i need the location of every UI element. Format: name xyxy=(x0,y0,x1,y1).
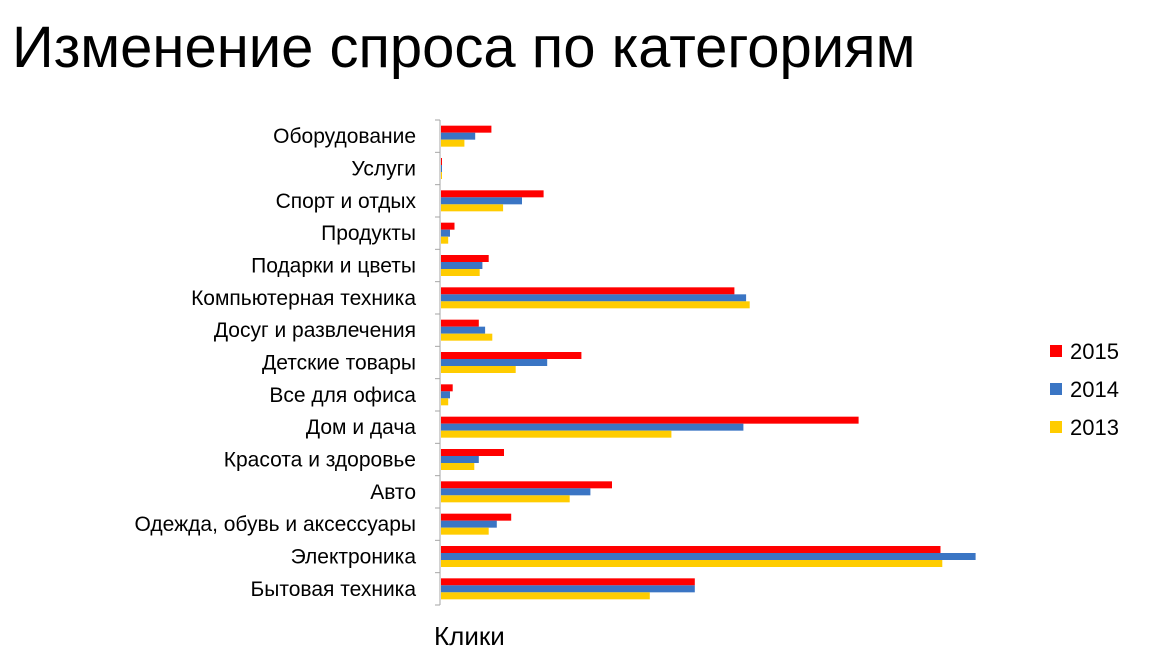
category-label: Одежда, обувь и аксессуары xyxy=(135,513,416,536)
bar-2014 xyxy=(441,553,976,560)
category-labels: Оборудование Услуги Спорт и отдых Продукты П… xyxy=(135,125,417,601)
bar-2014 xyxy=(441,132,476,140)
bar-2015 xyxy=(441,158,442,165)
category-label: Все для офиса xyxy=(269,384,416,407)
bar-2014 xyxy=(441,585,695,593)
bar-2014 xyxy=(441,359,548,366)
category-label: Красота и здоровье xyxy=(224,449,416,472)
category-label: Подарки и цветы xyxy=(251,255,416,278)
x-axis-label: Клики xyxy=(434,621,505,651)
bar-2015 xyxy=(441,287,735,295)
bar-2015 xyxy=(441,319,479,327)
bar-2013 xyxy=(441,495,570,503)
bar-2014 xyxy=(441,488,591,496)
bar-2015 xyxy=(441,384,453,392)
bar-2014 xyxy=(441,326,486,334)
category-label: Услуги xyxy=(351,158,416,181)
bar-2015 xyxy=(441,546,941,553)
bar-2014 xyxy=(441,229,450,237)
category-label: Авто xyxy=(370,481,416,504)
bar-2014 xyxy=(441,520,497,528)
bar-2014 xyxy=(441,423,744,431)
category-label: Оборудование xyxy=(273,125,416,148)
bar-2015 xyxy=(441,416,859,424)
bar-2014 xyxy=(441,294,747,302)
legend-label-2014: 2014 xyxy=(1070,377,1119,402)
bar-2015 xyxy=(441,352,582,359)
bars-group xyxy=(441,125,976,600)
bar-2015 xyxy=(441,513,512,521)
legend-swatch-2014 xyxy=(1050,383,1062,395)
bar-2015 xyxy=(441,190,544,198)
category-label: Спорт и отдых xyxy=(276,190,417,213)
legend-label-2013: 2013 xyxy=(1070,415,1119,440)
bar-2013 xyxy=(441,172,442,179)
bar-2013 xyxy=(441,139,465,147)
bar-2015 xyxy=(441,222,455,230)
bar-2014 xyxy=(441,262,483,269)
bar-2014 xyxy=(441,391,450,399)
bar-2013 xyxy=(441,592,650,600)
bar-2015 xyxy=(441,449,504,456)
bar-2013 xyxy=(441,236,449,244)
category-label: Дом и дача xyxy=(306,416,416,439)
bar-2013 xyxy=(441,398,449,406)
category-label: Компьютерная техника xyxy=(191,287,416,310)
bar-2013 xyxy=(441,366,516,373)
category-label: Электроника xyxy=(291,546,417,569)
legend-swatch-2013 xyxy=(1050,421,1062,433)
bar-2013 xyxy=(441,560,943,567)
bar-2013 xyxy=(441,269,480,276)
bar-2014 xyxy=(441,165,442,172)
bar-2015 xyxy=(441,125,492,133)
bar-2015 xyxy=(441,578,695,586)
legend-label-2015: 2015 xyxy=(1070,339,1119,364)
category-label: Бытовая техника xyxy=(251,578,417,601)
category-label: Детские товары xyxy=(262,352,416,375)
bar-2014 xyxy=(441,456,479,463)
bar-2014 xyxy=(441,197,522,205)
bar-2015 xyxy=(441,481,612,489)
bar-2013 xyxy=(441,463,475,470)
legend: 2015 2014 2013 xyxy=(1050,339,1119,440)
bar-2013 xyxy=(441,333,493,341)
bar-2013 xyxy=(441,430,672,438)
bar-2015 xyxy=(441,255,489,262)
bar-2013 xyxy=(441,301,750,309)
category-label: Досуг и развлечения xyxy=(214,319,416,342)
legend-swatch-2015 xyxy=(1050,345,1062,357)
category-label: Продукты xyxy=(321,222,416,245)
bar-2013 xyxy=(441,204,504,212)
bar-2013 xyxy=(441,527,489,535)
page-title: Изменение спроса по категориям xyxy=(12,15,916,80)
y-axis-ticks xyxy=(435,119,440,606)
